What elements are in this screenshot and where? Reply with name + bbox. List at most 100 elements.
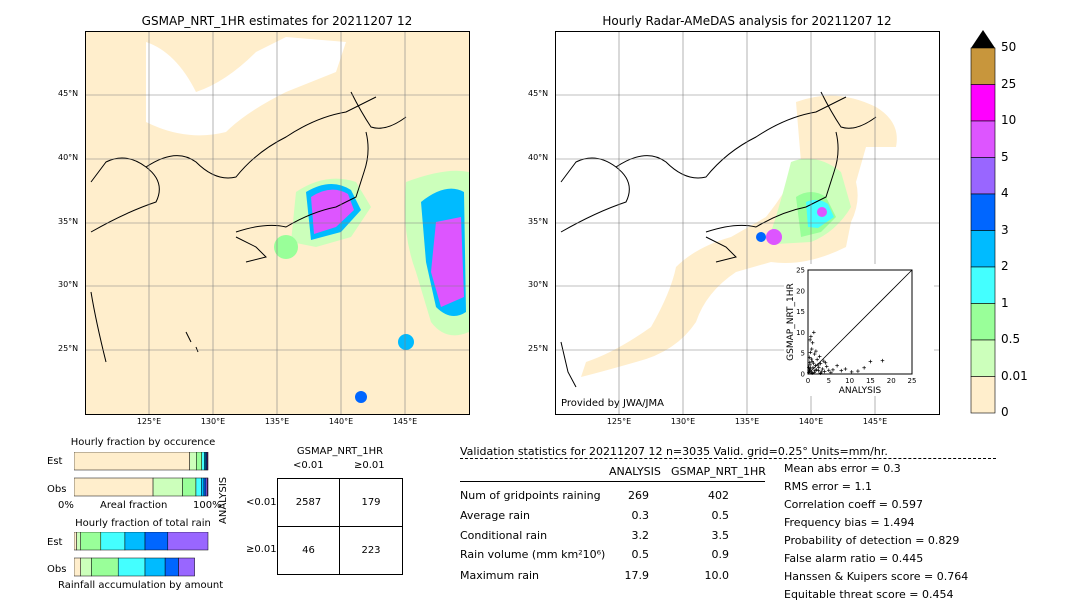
contingency-col-high: ≥0.01 bbox=[354, 460, 385, 471]
scatter-point bbox=[829, 370, 833, 375]
scatter-point bbox=[808, 350, 813, 355]
left-map-drawing bbox=[86, 32, 469, 414]
contingency-title: GSMAP_NRT_1HR bbox=[296, 446, 384, 457]
scatter-point bbox=[843, 367, 848, 371]
contingency-row-low: <0.01 bbox=[246, 497, 277, 508]
stacked-bar-segment bbox=[207, 477, 209, 497]
scatter-point bbox=[811, 365, 815, 370]
stats-row-gsmap: 402 bbox=[708, 489, 729, 502]
scatter-x-tick: 15 bbox=[866, 377, 875, 385]
stats-col-gsmap: GSMAP_NRT_1HR bbox=[671, 465, 766, 478]
stacked-bar-segment bbox=[124, 532, 146, 551]
left-lon-140: 140°E bbox=[328, 417, 354, 426]
scatter-ylabel: GSMAP_NRT_1HR bbox=[786, 283, 796, 361]
scatter-plot: 0 5 10 15 20 25 0 5 10 15 20 25 ANALYSIS GSMAP_NRT_1H… bbox=[784, 264, 934, 396]
occurrence-xlabel: Areal fraction bbox=[100, 500, 168, 511]
stacked-bar-segment bbox=[152, 477, 183, 497]
occurrence-obs-label: Obs bbox=[47, 484, 67, 495]
contingency-row-axis-label: ANALYSIS bbox=[218, 476, 229, 524]
scatter-point bbox=[810, 341, 815, 345]
score-pod: Probability of detection = 0.829 bbox=[784, 534, 960, 547]
scatter-y-tick: 15 bbox=[796, 308, 805, 316]
scatter-xlabel: ANALYSIS bbox=[839, 386, 882, 396]
total-rain-xlabel: Rainfall accumulation by amount bbox=[58, 580, 224, 591]
scatter-point bbox=[856, 369, 860, 373]
scatter-point bbox=[807, 360, 812, 365]
scatter-point bbox=[818, 361, 823, 366]
colorbar-box bbox=[970, 376, 996, 414]
colorbar-label: 1 bbox=[1001, 295, 1009, 310]
stats-row-analysis: 17.9 bbox=[624, 569, 650, 582]
right-lat-45: 45°N bbox=[528, 89, 549, 98]
scatter-x-tick: 25 bbox=[908, 377, 917, 385]
scatter-point bbox=[816, 368, 821, 373]
stats-row-analysis: 0.3 bbox=[631, 509, 650, 522]
stacked-bar-segment bbox=[144, 532, 169, 551]
scatter-point bbox=[807, 368, 812, 373]
scatter-point bbox=[808, 338, 812, 342]
colorbar-label: 10 bbox=[1001, 113, 1017, 127]
stacked-bar-segment bbox=[178, 557, 195, 577]
scatter-point bbox=[809, 347, 814, 351]
scatter-point bbox=[880, 358, 885, 363]
colorbar-extend-arrow bbox=[971, 30, 995, 48]
right-lat-35: 35°N bbox=[528, 217, 549, 226]
right-lat-30: 30°N bbox=[528, 280, 549, 289]
occurrence-est-label: Est bbox=[47, 456, 63, 467]
stacked-bar-segment bbox=[100, 532, 126, 551]
scatter-point bbox=[807, 368, 812, 372]
scatter-point bbox=[815, 357, 819, 362]
contingency-cell-11: 223 bbox=[361, 545, 381, 556]
scatter-point bbox=[814, 349, 818, 353]
left-map-title: GSMAP_NRT_1HR estimates for 20211207 12 bbox=[141, 14, 413, 28]
colorbar-box bbox=[970, 120, 996, 158]
colorbar-box bbox=[970, 84, 996, 122]
right-lon-140: 140°E bbox=[798, 417, 824, 426]
scatter-y-tick: 25 bbox=[796, 267, 805, 275]
occurrence-x-min: 0% bbox=[58, 500, 74, 511]
colorbar-drawing bbox=[970, 30, 996, 414]
scatter-point bbox=[811, 361, 816, 365]
score-far: False alarm ratio = 0.445 bbox=[784, 552, 924, 565]
score-mean-abs-error: Mean abs error = 0.3 bbox=[784, 462, 901, 475]
scatter-y-tick: 0 bbox=[801, 371, 805, 379]
stacked-bar-segment bbox=[203, 477, 207, 497]
stats-row-label: Num of gridpoints raining bbox=[460, 489, 601, 502]
stacked-bar-segment bbox=[91, 557, 119, 577]
scatter-point bbox=[808, 366, 813, 370]
scatter-point bbox=[816, 363, 820, 367]
stats-row-label: Conditional rain bbox=[460, 529, 548, 542]
scatter-point bbox=[839, 368, 844, 373]
stacked-bar-segment bbox=[74, 452, 190, 471]
colorbar-label: 0 bbox=[1001, 405, 1009, 419]
scatter-point bbox=[831, 368, 835, 372]
occurrence-x-max: 100% bbox=[193, 500, 222, 511]
scatter-point bbox=[812, 330, 816, 335]
stacked-bar-segment bbox=[164, 557, 179, 577]
scatter-point bbox=[822, 369, 827, 374]
scatter-x-tick: 0 bbox=[806, 377, 810, 385]
stacked-bar-segment bbox=[207, 452, 209, 471]
score-hk: Hanssen & Kuipers score = 0.764 bbox=[784, 570, 969, 583]
left-lon-145: 145°E bbox=[392, 417, 418, 426]
stacked-bar-segment bbox=[144, 557, 166, 577]
stacked-bar-segment bbox=[196, 452, 202, 471]
scatter-y-tick: 5 bbox=[801, 350, 805, 358]
left-lat-40: 40°N bbox=[58, 153, 79, 162]
stats-row-label: Rain volume (mm km²10⁶) bbox=[460, 548, 606, 561]
scatter-inset: 0 5 10 15 20 25 0 5 10 15 20 25 ANALYSIS GSMAP_NRT_1H… bbox=[784, 264, 934, 396]
scatter-point bbox=[827, 368, 831, 373]
colorbar-label: 50 bbox=[1001, 40, 1017, 54]
scatter-point bbox=[807, 355, 812, 360]
scatter-point bbox=[809, 357, 814, 361]
stacked-bar-segment bbox=[201, 477, 205, 497]
right-map: Provided by JWA/JMA 0 5 10 15 20 25 0 5 10 15 20 25… bbox=[555, 31, 940, 415]
total-rain-est-label: Est bbox=[47, 537, 63, 548]
scatter-point bbox=[818, 371, 823, 375]
stacked-bar-segment bbox=[195, 477, 202, 497]
stacked-bar-segment bbox=[189, 452, 197, 471]
stacked-bar-segment bbox=[182, 477, 197, 497]
stacked-bar-segment bbox=[167, 532, 209, 551]
stacked-bar-segment bbox=[201, 452, 205, 471]
colorbar-box bbox=[970, 303, 996, 341]
